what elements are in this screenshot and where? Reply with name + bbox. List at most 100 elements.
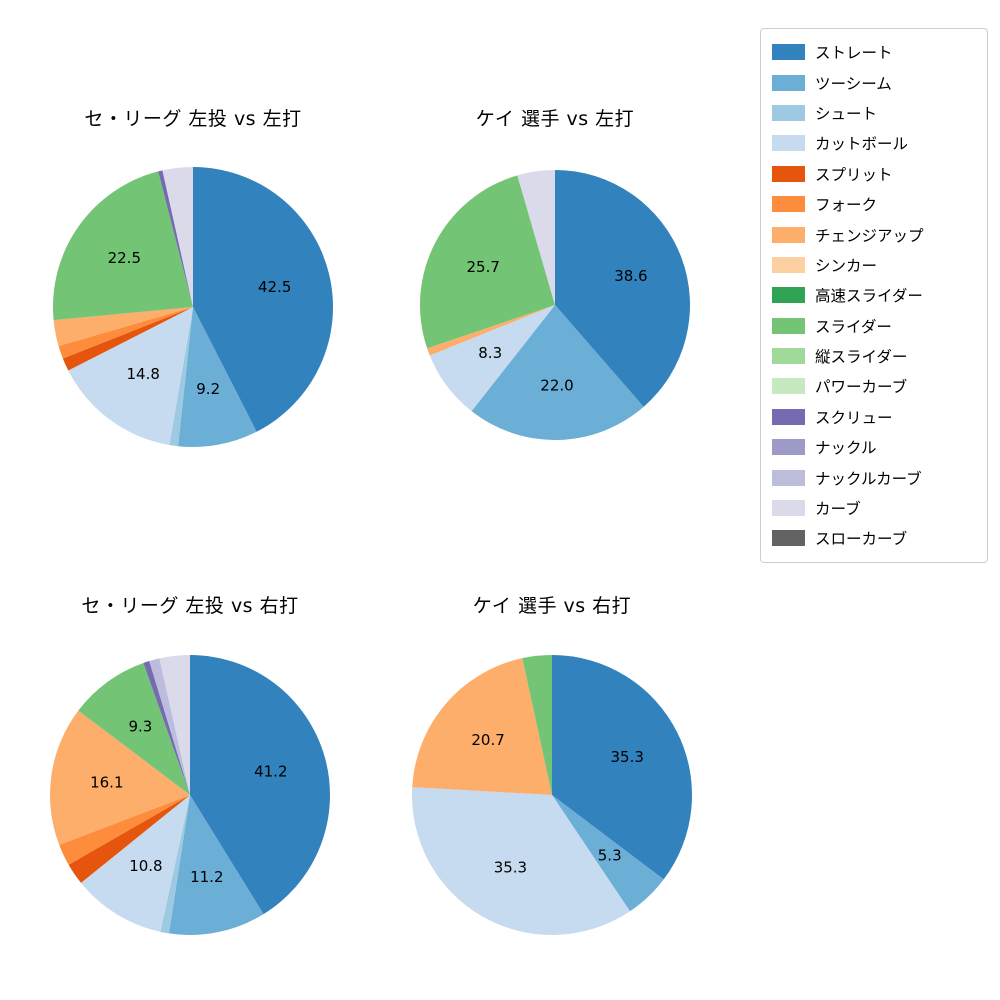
pie-slice <box>81 795 190 932</box>
pie-slice-label: 9.2 <box>196 380 220 398</box>
legend-color-swatch-icon <box>772 44 805 61</box>
pie-chart-top-right: 38.6 22.0 8.3 25.7 <box>420 170 690 440</box>
legend-color-swatch-icon <box>772 500 805 517</box>
legend-item: カットボール <box>772 128 977 158</box>
chart-title-top-right: ケイ 選手 vs 左打 <box>475 108 635 130</box>
pie-slice <box>68 795 190 883</box>
pie-slice <box>50 710 190 845</box>
pie-slice-label: 22.0 <box>540 377 573 395</box>
legend-color-swatch-icon <box>772 530 805 547</box>
pie-slice-label: 41.2 <box>254 763 287 781</box>
pie-slice-label: 5.3 <box>598 847 622 865</box>
legend-label: 高速スライダー <box>815 287 923 306</box>
pie-slice-label: 11.2 <box>190 868 223 886</box>
pie-slice <box>555 170 690 407</box>
legend-item: ナックルカーブ <box>772 462 977 492</box>
legend-color-swatch-icon <box>772 196 805 213</box>
legend-item: スライダー <box>772 311 977 341</box>
pie-slice-label: 14.8 <box>126 365 159 383</box>
legend-color-swatch-icon <box>772 165 805 182</box>
legend-label: ストレート <box>815 44 893 63</box>
legend-item: 高速スライダー <box>772 280 977 310</box>
legend-item: 縦スライダー <box>772 341 977 371</box>
pie-slice-label: 42.5 <box>258 278 291 296</box>
pie-slice <box>160 795 190 934</box>
legend-item: ナックル <box>772 432 977 462</box>
pie-slice-label: 35.3 <box>494 859 527 877</box>
pie-slice <box>169 307 193 447</box>
pie-slice-label: 9.3 <box>128 718 152 736</box>
legend-label: ツーシーム <box>815 74 892 93</box>
pie-slice-label: 25.7 <box>466 258 499 276</box>
legend-color-swatch-icon <box>772 408 805 425</box>
pie-slice <box>68 307 193 445</box>
legend-item: シンカー <box>772 250 977 280</box>
pie-slice <box>193 167 333 432</box>
pie-slice <box>522 655 552 795</box>
legend-item: スクリュー <box>772 402 977 432</box>
legend-label: スクリュー <box>815 408 893 427</box>
legend-label: ナックル <box>815 439 877 458</box>
legend-color-swatch-icon <box>772 378 805 395</box>
pie-slice <box>58 307 194 359</box>
pie-slice-label: 22.5 <box>108 249 141 267</box>
chart-title-bottom-right: ケイ 選手 vs 右打 <box>472 595 632 617</box>
legend-label: チェンジアップ <box>815 226 924 245</box>
pie-slice <box>552 655 692 880</box>
pie-chart-bottom-right: 35.3 5.3 35.3 20.7 <box>412 655 692 935</box>
pie-slice <box>552 795 664 912</box>
legend-item: ストレート <box>772 37 977 67</box>
chart-title-bottom-left: セ・リーグ 左投 vs 右打 <box>81 595 299 617</box>
pie-slice-label: 38.6 <box>614 267 647 285</box>
pie-slice-label: 8.3 <box>478 344 502 362</box>
legend: ストレートツーシームシュートカットボールスプリットフォークチェンジアップ シンカー… <box>760 28 988 563</box>
legend-label: パワーカーブ <box>815 378 908 397</box>
legend-color-swatch-icon <box>772 226 805 243</box>
pie-slice <box>53 171 193 321</box>
legend-label: カーブ <box>815 500 861 519</box>
pie-slice <box>471 305 644 440</box>
legend-color-swatch-icon <box>772 287 805 304</box>
legend-color-swatch-icon <box>772 469 805 486</box>
pie-slice <box>62 307 193 371</box>
legend-color-swatch-icon <box>772 74 805 91</box>
legend-color-swatch-icon <box>772 317 805 334</box>
legend-color-swatch-icon <box>772 135 805 152</box>
pie-slice <box>78 662 190 795</box>
pie-slice <box>158 170 193 307</box>
legend-label: シンカー <box>815 256 878 275</box>
pie-slice <box>190 655 330 915</box>
pie-slice-label: 20.7 <box>471 731 504 749</box>
pie-slice <box>143 661 190 795</box>
legend-item: パワーカーブ <box>772 371 977 401</box>
pie-slice <box>427 305 555 356</box>
legend-label: 縦スライダー <box>815 348 908 367</box>
legend-color-swatch-icon <box>772 439 805 456</box>
pie-slice-label: 10.8 <box>129 857 162 875</box>
legend-item: カーブ <box>772 493 977 523</box>
legend-label: フォーク <box>815 196 878 215</box>
pie-slice <box>420 175 555 349</box>
pie-slice-label: 16.1 <box>90 774 123 792</box>
pie-chart-top-left: 42.5 9.2 14.8 22.5 <box>53 167 333 447</box>
pie-slice <box>429 305 555 412</box>
legend-item: スプリット <box>772 159 977 189</box>
legend-label: スライダー <box>815 317 892 336</box>
chart-title-top-left: セ・リーグ 左投 vs 左打 <box>84 108 302 130</box>
pie-slice <box>412 787 630 935</box>
legend-label: ナックルカーブ <box>815 469 922 488</box>
legend-label: シュート <box>815 104 878 123</box>
pie-slice <box>412 658 552 795</box>
pie-chart-bottom-left: 41.2 11.2 10.8 16.1 9.3 <box>50 655 330 935</box>
legend-color-swatch-icon <box>772 256 805 273</box>
pie-slice <box>149 658 190 795</box>
legend-color-swatch-icon <box>772 104 805 121</box>
legend-item: シュート <box>772 98 977 128</box>
pie-slice <box>162 167 193 307</box>
legend-color-swatch-icon <box>772 348 805 365</box>
legend-label: スプリット <box>815 165 893 184</box>
pie-slice <box>59 795 190 865</box>
legend-label: スローカーブ <box>815 530 908 549</box>
legend-item: ツーシーム <box>772 67 977 97</box>
pie-slice <box>178 307 257 447</box>
